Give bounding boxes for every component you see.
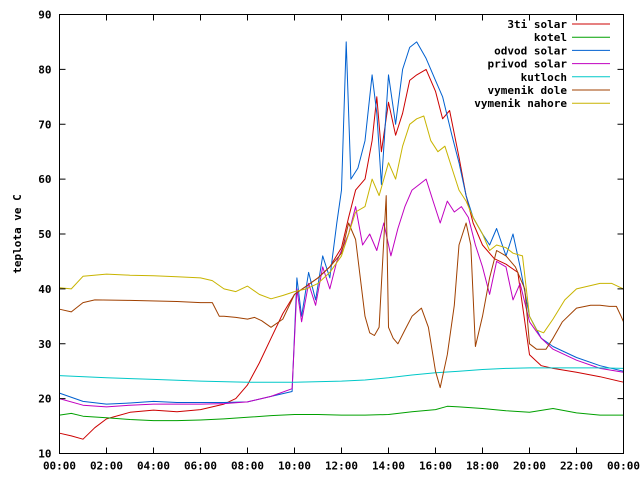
x-tick-label: 06:00	[184, 460, 217, 473]
y-tick-label: 90	[38, 9, 51, 22]
legend-label: 3ti solar	[507, 18, 567, 31]
y-tick-label: 20	[38, 393, 51, 406]
series-line-4	[59, 367, 624, 383]
x-tick-label: 10:00	[278, 460, 311, 473]
series-layer	[59, 41, 624, 440]
legend-label: odvod solar	[494, 44, 567, 57]
y-tick-label: 40	[38, 283, 51, 296]
legend-label: vymenik dole	[488, 84, 568, 97]
y-tick-label: 30	[38, 338, 51, 351]
y-tick-label: 60	[38, 173, 51, 186]
x-tick-label: 20:00	[513, 460, 546, 473]
legend-label: vymenik nahore	[474, 97, 567, 110]
x-tick-label: 08:00	[231, 460, 264, 473]
x-tick-label: 02:00	[90, 460, 123, 473]
x-tick-label: 00:00	[43, 460, 76, 473]
y-tick-label: 50	[38, 228, 51, 241]
x-tick-label: 14:00	[372, 460, 405, 473]
legend-label: privod solar	[488, 58, 568, 71]
axis-ticks: 10 20 30 40 50 60 70 80 90 00:00 02:00 04:00 06:00 08…	[38, 9, 640, 473]
y-tick-label: 80	[38, 63, 51, 76]
y-axis-label: teplota ve C	[11, 194, 24, 273]
series-line-1	[59, 405, 624, 422]
x-tick-label: 12:00	[325, 460, 358, 473]
legend-label: kutloch	[521, 71, 567, 84]
series-line-6	[59, 115, 624, 334]
series-line-5	[59, 195, 624, 389]
y-tick-label: 10	[38, 448, 51, 461]
series-line-3	[59, 178, 624, 408]
series-line-0	[59, 68, 624, 440]
x-tick-label: 18:00	[466, 460, 499, 473]
x-tick-label: 16:00	[419, 460, 452, 473]
legend-label: kotel	[534, 31, 567, 44]
x-tick-label: 04:00	[137, 460, 170, 473]
x-tick-label: 22:00	[560, 460, 593, 473]
x-tick-label: 00:00	[607, 460, 640, 473]
y-tick-label: 70	[38, 118, 51, 131]
